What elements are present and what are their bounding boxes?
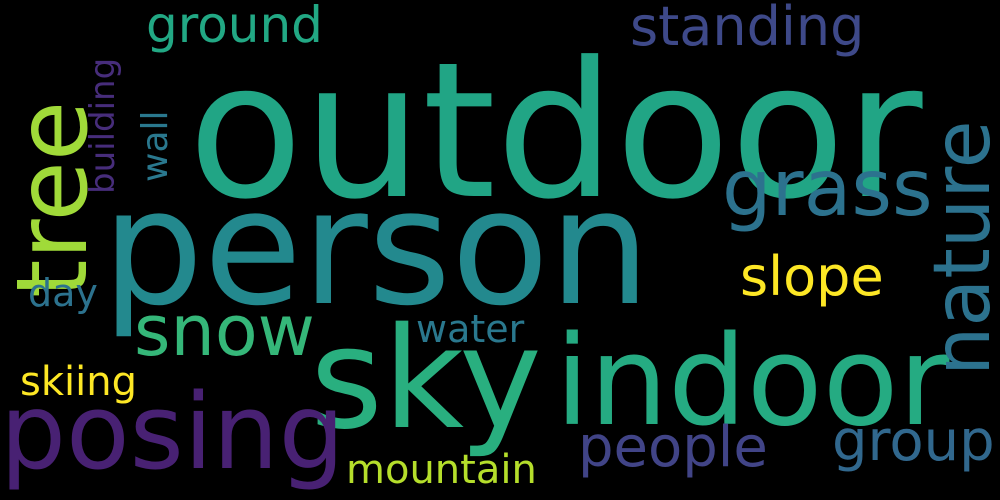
word-day: day <box>28 271 98 315</box>
word-water: water <box>416 307 525 351</box>
word-group: group <box>832 409 995 474</box>
word-skiing: skiing <box>20 359 137 405</box>
word-indoor: indoor <box>555 310 950 454</box>
word-wall: wall <box>135 110 176 182</box>
word-slope: slope <box>740 245 884 308</box>
word-posing: posing <box>0 371 345 493</box>
word-standing: standing <box>630 0 865 58</box>
word-snow: snow <box>134 290 315 372</box>
word-building: building <box>83 57 123 194</box>
word-nature: nature <box>918 120 1000 376</box>
word-sky: sky <box>310 298 542 461</box>
word-mountain: mountain <box>346 447 537 493</box>
word-outdoor: outdoor <box>188 22 923 241</box>
word-people: people <box>578 415 768 480</box>
word-ground: ground <box>146 0 323 54</box>
word-grass: grass <box>722 144 933 234</box>
word-person: person <box>102 154 651 341</box>
